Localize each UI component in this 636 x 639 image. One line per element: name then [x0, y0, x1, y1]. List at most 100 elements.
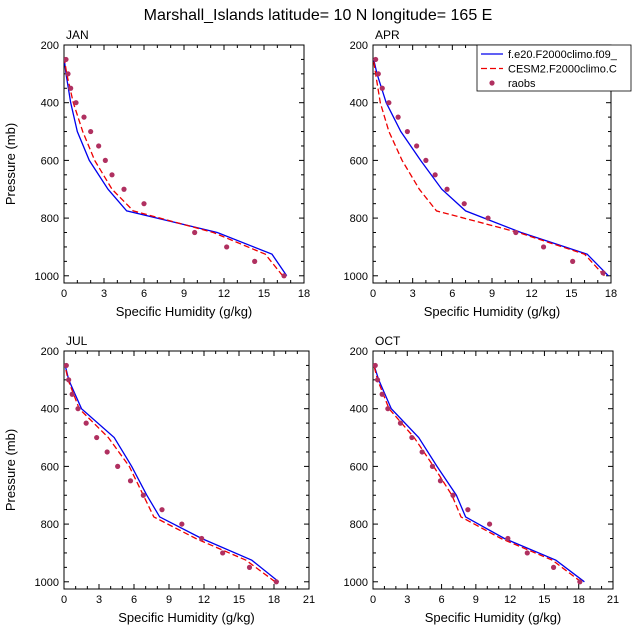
series-line-f-e20-f2000climo-f09 — [373, 365, 585, 583]
y-tick-label: 1000 — [35, 271, 59, 283]
raobs-point — [115, 463, 121, 469]
y-tick-label: 400 — [41, 98, 59, 110]
x-axis-label: Specific Humidity (g/kg) — [116, 304, 253, 319]
series-line-cesm2-f2000climo-c — [373, 59, 605, 277]
x-tick-label: 18 — [298, 288, 310, 300]
raobs-point — [199, 535, 205, 542]
y-axis-label: Pressure (mb) — [3, 123, 18, 205]
series-group — [373, 362, 585, 585]
x-tick-label: 18 — [605, 288, 617, 300]
x-axis-label: Specific Humidity (g/kg) — [424, 304, 561, 319]
series-group — [64, 362, 280, 585]
plot-frame — [63, 350, 310, 590]
x-tick-label: 12 — [218, 288, 230, 300]
raobs-point — [423, 157, 429, 163]
raobs-point — [224, 244, 230, 250]
raobs-point — [252, 258, 258, 264]
raobs-point — [64, 56, 69, 63]
x-tick-label: 15 — [565, 288, 577, 300]
y-tick-label: 600 — [41, 155, 59, 167]
raobs-point — [450, 492, 456, 498]
raobs-point — [432, 172, 438, 178]
x-tick-label: 3 — [96, 594, 102, 606]
x-tick-label: 21 — [303, 594, 315, 606]
series-line-cesm2-f2000climo-c — [64, 365, 276, 583]
x-tick-label: 0 — [370, 288, 376, 300]
raobs-point — [192, 229, 198, 236]
raobs-point — [577, 579, 583, 585]
raobs-point — [246, 564, 253, 570]
panel-jul: JUL 0 3 6 9 12 15 18 21 200 400 600 800 1000 Specific … — [3, 334, 315, 625]
legend-entry: raobs — [508, 78, 536, 90]
y-tick-label: 200 — [350, 346, 368, 358]
x-tick-label: 18 — [573, 594, 585, 606]
x-tick-label: 6 — [449, 288, 455, 300]
raobs-point — [385, 406, 391, 412]
raobs-point — [375, 71, 381, 77]
x-tick-label: 12 — [504, 594, 516, 606]
raobs-point — [374, 377, 381, 383]
raobs-point — [461, 201, 467, 207]
y-tick-label: 200 — [350, 40, 368, 52]
raobs-point — [429, 463, 436, 469]
series-line-f-e20-f2000climo-f09 — [373, 59, 609, 277]
series-line-f-e20-f2000climo-f09 — [64, 365, 280, 583]
raobs-point — [69, 391, 75, 397]
raobs-point — [465, 507, 471, 513]
legend: f.e20.F2000climo.f09_ CESM2.F2000climo.C r… — [476, 44, 632, 92]
plot-frame — [63, 44, 305, 284]
legend-entry: f.e20.F2000climo.f09_ — [508, 49, 618, 61]
raobs-point — [550, 564, 557, 570]
y-axis-label: Pressure (mb) — [3, 429, 18, 511]
panel-oct: OCT 0 3 6 9 12 15 18 21 200 400 600 800 1000 Specific … — [344, 334, 620, 625]
raobs-point — [141, 201, 147, 207]
panel-label: APR — [375, 28, 400, 42]
raobs-point — [373, 56, 379, 63]
x-tick-label: 3 — [101, 288, 107, 300]
panel-label: JUL — [66, 334, 88, 348]
x-tick-label: 6 — [141, 288, 147, 300]
raobs-point — [159, 507, 165, 513]
raobs-point — [88, 128, 94, 135]
series-line-cesm2-f2000climo-c — [64, 59, 284, 277]
y-tick-label: 800 — [41, 519, 59, 531]
y-tick-label: 600 — [41, 461, 59, 473]
y-tick-label: 800 — [350, 213, 368, 225]
raobs-point — [397, 420, 404, 426]
raobs-point — [75, 406, 81, 412]
panel-jan: JAN 0 3 6 9 12 15 18 200 400 600 800 1000 Specific Hu… — [3, 28, 310, 319]
y-tick-label: 1000 — [344, 271, 368, 283]
series-line-cesm2-f2000climo-c — [373, 365, 582, 583]
legend-swatch-raobs — [489, 80, 495, 86]
raobs-point — [505, 535, 511, 542]
x-tick-label: 3 — [410, 288, 416, 300]
raobs-point — [83, 420, 89, 426]
x-tick-label: 18 — [268, 594, 280, 606]
y-tick-label: 600 — [350, 461, 368, 473]
x-tick-label: 9 — [166, 594, 172, 606]
raobs-point — [395, 114, 401, 120]
x-tick-label: 6 — [131, 594, 137, 606]
series-group — [373, 56, 609, 277]
plot-frame — [372, 350, 614, 590]
y-tick-label: 400 — [350, 98, 368, 110]
raobs-point — [65, 71, 71, 77]
raobs-point — [485, 215, 491, 221]
raobs-point — [409, 434, 415, 441]
raobs-point — [102, 157, 108, 163]
panel-label: JAN — [66, 28, 89, 42]
x-tick-label: 0 — [370, 594, 376, 606]
y-tick-label: 400 — [350, 404, 368, 416]
raobs-point — [140, 492, 146, 498]
raobs-point — [404, 128, 410, 135]
y-tick-label: 200 — [41, 40, 59, 52]
raobs-point — [524, 550, 530, 556]
raobs-point — [127, 478, 134, 484]
x-tick-label: 9 — [473, 594, 479, 606]
raobs-point — [281, 273, 287, 279]
raobs-point — [437, 478, 444, 484]
raobs-point — [66, 377, 72, 383]
series-line-f-e20-f2000climo-f09 — [64, 59, 288, 277]
y-tick-label: 1000 — [344, 577, 368, 589]
